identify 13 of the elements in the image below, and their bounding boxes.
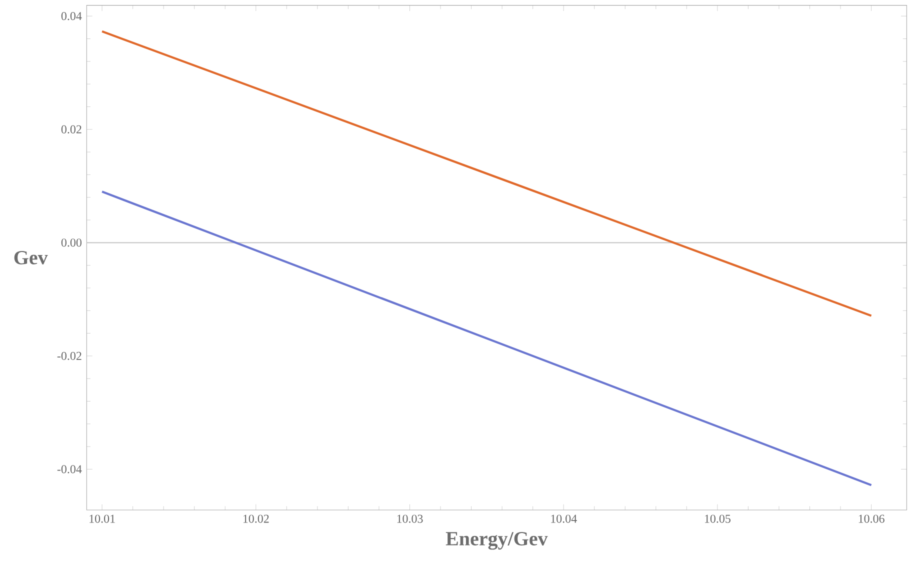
y-tick-label: 0.00 (61, 238, 82, 247)
x-tick-label: 10.04 (551, 514, 577, 523)
y-axis-title: Gev (14, 250, 48, 264)
x-tick-label: 10.06 (858, 514, 884, 523)
x-axis-title: Energy/Gev (446, 532, 548, 550)
y-tick-label: -0.02 (57, 352, 82, 360)
x-tick-label: 10.05 (704, 514, 730, 523)
y-tick-label: -0.04 (57, 465, 82, 474)
x-tick-label: 10.03 (397, 514, 423, 523)
y-tick-label: 0.04 (61, 12, 82, 20)
y-tick-label: 0.02 (61, 125, 82, 134)
x-tick-label: 10.02 (243, 514, 269, 523)
x-tick-label: 10.01 (90, 514, 115, 523)
